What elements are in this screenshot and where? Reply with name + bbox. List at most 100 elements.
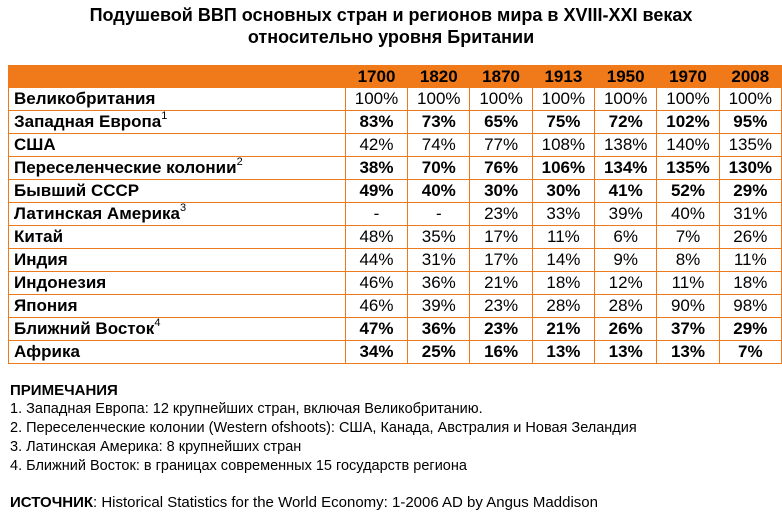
value-cell: 21% [469, 271, 533, 295]
value-cell: 14% [531, 248, 596, 272]
table-row: Китай 48% 35% 17% 11% 6% 7% 26% [8, 225, 782, 249]
corner-cell [8, 65, 346, 88]
value-cell: 30% [531, 179, 596, 203]
source-label: ИСТОЧНИК [10, 494, 94, 511]
footnote-marker: 1 [161, 110, 168, 122]
value-cell: 49% [344, 179, 409, 203]
value-cell: 34% [344, 340, 409, 364]
value-cell: 72% [594, 110, 658, 134]
column-header-1870: 1870 [469, 65, 533, 88]
value-cell: 100% [407, 87, 471, 111]
value-cell: 130% [718, 156, 782, 180]
row-label: Западная Европа1 [8, 110, 346, 134]
row-label: Великобритания [8, 87, 346, 111]
value-cell: 23% [469, 317, 533, 341]
table-row: Бывший СССР 49% 40% 30% 30% 41% 52% 29% [8, 179, 782, 203]
row-label: Бывший СССР [8, 179, 346, 203]
value-cell: 11% [656, 271, 720, 295]
row-label-text: Латинская Америка [14, 204, 181, 223]
row-label-text: Западная Европа [14, 112, 162, 131]
value-cell: 25% [407, 340, 471, 364]
footnote-marker: 2 [236, 156, 243, 168]
value-cell: 44% [344, 248, 409, 272]
table-row: Индонезия 46% 36% 21% 18% 12% 11% 18% [8, 271, 782, 295]
value-cell: 11% [718, 248, 782, 272]
value-cell: 26% [594, 317, 658, 341]
value-cell: 39% [407, 294, 471, 318]
value-cell: 36% [407, 317, 471, 341]
note-item: 2. Переселенческие колонии (Western ofsh… [10, 420, 637, 436]
value-cell: 42% [344, 133, 409, 157]
value-cell: 8% [656, 248, 720, 272]
value-cell: 18% [531, 271, 596, 295]
row-label: Переселенческие колонии2 [8, 156, 346, 180]
value-cell: 13% [656, 340, 720, 364]
value-cell: 30% [469, 179, 533, 203]
value-cell: 17% [469, 225, 533, 249]
footnote-marker: 4 [154, 317, 161, 329]
value-cell: 26% [718, 225, 782, 249]
row-label-text: Ближний Восток [14, 319, 155, 338]
column-header-1700: 1700 [344, 65, 409, 88]
header-row: 1700 1820 1870 1913 1950 1970 2008 [8, 65, 782, 88]
table-row: Япония 46% 39% 23% 28% 28% 90% 98% [8, 294, 782, 318]
value-cell: 76% [469, 156, 533, 180]
value-cell: 47% [344, 317, 409, 341]
row-label: Латинская Америка3 [8, 202, 346, 226]
value-cell: 29% [718, 179, 782, 203]
value-cell: 46% [344, 294, 409, 318]
value-cell: 21% [531, 317, 596, 341]
row-label-text: Япония [14, 296, 78, 315]
row-label: США [8, 133, 346, 157]
row-label: Африка [8, 340, 346, 364]
row-label: Китай [8, 225, 346, 249]
value-cell: 31% [718, 202, 782, 226]
table-row: Латинская Америка3- -23% 33% 39% 40% 31% [8, 202, 782, 226]
value-cell: 140% [656, 133, 720, 157]
value-cell: 28% [594, 294, 658, 318]
note-item: 4. Ближний Восток: в границах современны… [10, 458, 467, 474]
table-row: Западная Европа1 83% 73% 65% 75% 72% 102% 95% [8, 110, 782, 134]
value-cell: 52% [656, 179, 720, 203]
value-cell: 37% [656, 317, 720, 341]
table-row: Африка 34% 25% 16% 13% 13% 13% 7% [8, 340, 782, 364]
value-cell: 33% [531, 202, 596, 226]
value-cell: 12% [594, 271, 658, 295]
gdp-table: 1700 1820 1870 1913 1950 1970 2008 Великобрита… [8, 65, 782, 364]
value-cell: 74% [407, 133, 471, 157]
row-label-text: Великобритания [14, 89, 156, 108]
value-cell: 38% [344, 156, 409, 180]
value-cell: 48% [344, 225, 409, 249]
row-label-text: США [14, 135, 56, 154]
value-cell: 35% [407, 225, 471, 249]
note-item: 3. Латинская Америка: 8 крупнейших стран [10, 439, 302, 455]
value-cell: 65% [469, 110, 533, 134]
value-cell: 135% [656, 156, 720, 180]
value-cell: 100% [344, 87, 409, 111]
value-cell: 135% [718, 133, 782, 157]
footnote-marker: 3 [180, 202, 187, 214]
row-label-text: Переселенческие колонии [14, 158, 237, 177]
value-cell: 77% [469, 133, 533, 157]
notes-heading: ПРИМЕЧАНИЯ [10, 382, 118, 399]
column-header-1970: 1970 [656, 65, 720, 88]
title-line-2: относительно уровня Британии [247, 27, 535, 47]
table-body: Великобритания 100% 100% 100% 100% 100% 100% 10… [8, 87, 782, 364]
value-cell: 40% [407, 179, 471, 203]
value-cell: 18% [718, 271, 782, 295]
value-cell: 70% [407, 156, 471, 180]
source-line: ИСТОЧНИК: Historical Statistics for the … [10, 494, 598, 511]
row-label-text: Китай [14, 227, 64, 246]
chart-title: Подушевой ВВП основных стран и регионов … [0, 4, 782, 48]
value-cell: 83% [344, 110, 409, 134]
value-cell: 106% [531, 156, 596, 180]
value-cell: 41% [594, 179, 658, 203]
value-cell: 17% [469, 248, 533, 272]
value-cell: 100% [469, 87, 533, 111]
value-cell: 36% [407, 271, 471, 295]
title-line-1: Подушевой ВВП основных стран и регионов … [89, 5, 693, 25]
table-row: Переселенческие колонии2 38% 70% 76% 106% 134… [8, 156, 782, 180]
value-cell: 31% [407, 248, 471, 272]
value-cell: 90% [656, 294, 720, 318]
row-label-text: Индия [14, 250, 68, 269]
